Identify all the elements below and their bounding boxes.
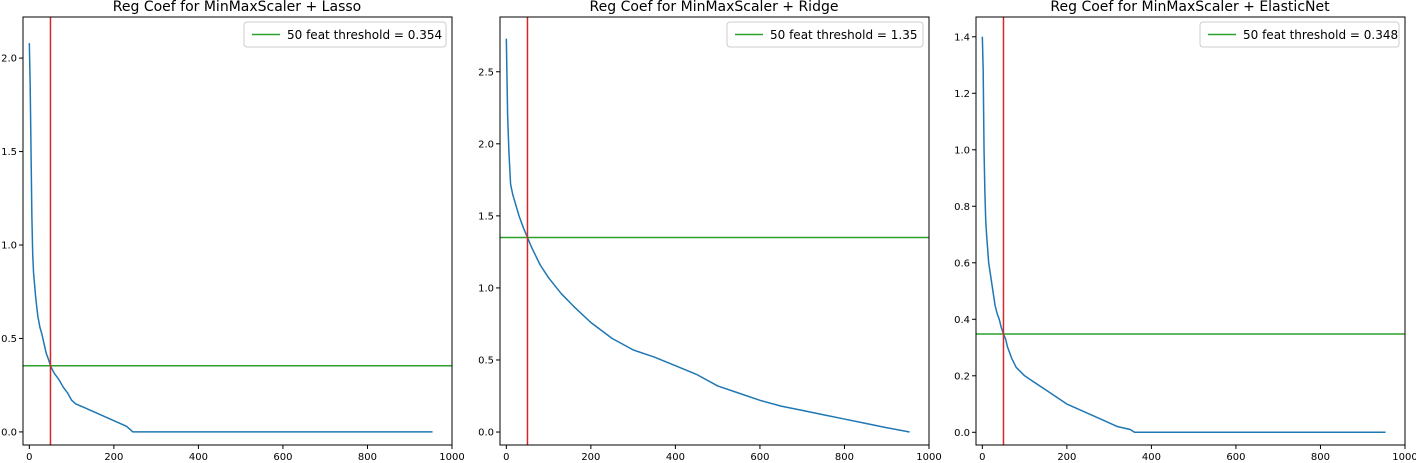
x-tick-label: 0: [503, 452, 509, 463]
x-tick-label: 1000: [916, 452, 941, 463]
legend-label: 50 feat threshold = 0.354: [287, 28, 442, 42]
elasticnet-chart-panel: Reg Coef for MinMaxScaler + ElasticNet 0…: [954, 0, 1416, 463]
y-tick-label: 2.5: [478, 67, 494, 78]
y-tick-label: 1.0: [478, 283, 494, 294]
axis-ticks: 0 200 400 600 800 1000 0.0 0.5 1.0 1.5 2.0: [1, 54, 465, 463]
x-tick-label: 200: [581, 452, 600, 463]
x-tick-label: 1000: [1392, 452, 1416, 463]
ridge-chart-panel: Reg Coef for MinMaxScaler + Ridge 0 200 40…: [478, 0, 942, 463]
x-tick-label: 400: [666, 452, 685, 463]
axes-frame: [499, 16, 930, 446]
y-tick-label: 0.4: [954, 315, 970, 326]
legend: 50 feat threshold = 0.348: [1199, 21, 1400, 48]
legend-label: 50 feat threshold = 1.35: [770, 28, 917, 42]
x-tick-label: 800: [835, 452, 854, 463]
x-tick-label: 600: [1226, 452, 1245, 463]
legend: 50 feat threshold = 0.354: [243, 21, 447, 48]
y-tick-label: 2.0: [478, 139, 494, 150]
legend: 50 feat threshold = 1.35: [726, 21, 924, 48]
plot-area: [500, 17, 929, 445]
y-tick-label: 1.5: [478, 211, 494, 222]
legend-box: [1199, 21, 1400, 48]
axes-frame: [22, 16, 453, 446]
y-tick-label: 0.2: [954, 371, 970, 382]
plot-area: [976, 17, 1405, 445]
y-tick-label: 0.5: [478, 355, 494, 366]
x-tick-label: 200: [104, 452, 123, 463]
legend-label: 50 feat threshold = 0.348: [1243, 28, 1398, 42]
x-tick-label: 800: [358, 452, 377, 463]
chart-title: Reg Coef for MinMaxScaler + ElasticNet: [1050, 0, 1330, 15]
legend-box: [243, 21, 447, 48]
y-tick-label: 0.5: [1, 334, 17, 345]
coefficient-series-line: [981, 36, 1386, 434]
x-tick-label: 0: [26, 452, 32, 463]
chart-title: Reg Coef for MinMaxScaler + Ridge: [590, 0, 839, 15]
plot-area: [23, 17, 452, 445]
y-tick-label: 1.0: [954, 145, 970, 156]
axis-ticks: 0 200 400 600 800 1000 0.0 0.5 1.0 1.5 2.0 2.5: [478, 67, 942, 463]
legend-box: [726, 21, 924, 48]
y-tick-label: 1.4: [954, 32, 970, 43]
y-tick-label: 0.0: [954, 428, 970, 439]
x-tick-label: 800: [1311, 452, 1330, 463]
axes-frame: [975, 16, 1406, 446]
x-tick-label: 400: [189, 452, 208, 463]
y-tick-label: 0.0: [1, 427, 17, 438]
y-tick-label: 0.8: [954, 202, 970, 213]
chart-title: Reg Coef for MinMaxScaler + Lasso: [113, 0, 361, 15]
x-tick-label: 0: [979, 452, 985, 463]
coefficient-series-line: [505, 38, 910, 433]
axis-ticks: 0 200 400 600 800 1000 0.0 0.2 0.4 0.6 0.8 1.0 1.2 1.…: [954, 32, 1416, 463]
coefficient-series-line: [28, 43, 433, 433]
lasso-chart-panel: Reg Coef for MinMaxScaler + Lasso 0 200 40…: [1, 0, 465, 463]
y-tick-label: 1.2: [954, 89, 970, 100]
x-tick-label: 600: [273, 452, 292, 463]
x-tick-label: 200: [1057, 452, 1076, 463]
y-tick-label: 2.0: [1, 54, 17, 65]
x-tick-label: 1000: [439, 452, 464, 463]
y-tick-label: 1.0: [1, 241, 17, 252]
y-tick-label: 1.5: [1, 147, 17, 158]
y-tick-label: 0.6: [954, 258, 970, 269]
x-tick-label: 600: [750, 452, 769, 463]
x-tick-label: 400: [1142, 452, 1161, 463]
y-tick-label: 0.0: [478, 428, 494, 439]
